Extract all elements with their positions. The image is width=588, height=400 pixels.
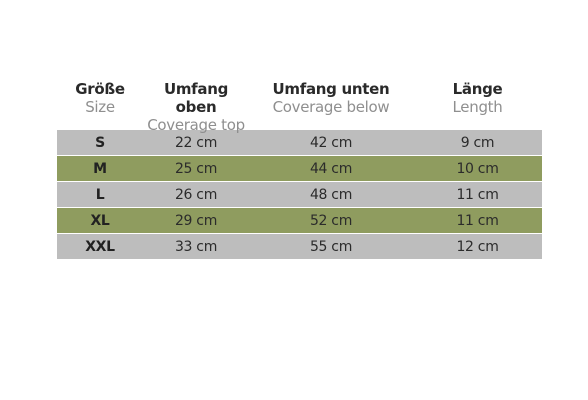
header-size-en: Size	[85, 98, 115, 116]
coverage-below-cell: 42 cm	[309, 134, 353, 151]
size-cell: M	[93, 160, 107, 177]
length-cell: 11 cm	[456, 212, 499, 229]
header-size-de: Größe	[75, 80, 125, 98]
coverage-below-cell: 44 cm	[309, 160, 353, 177]
table-row: M 25 cm 44 cm 10 cm	[57, 156, 542, 182]
length-cell: 9 cm	[460, 134, 495, 151]
table-row: XXL 33 cm 55 cm 12 cm	[57, 234, 542, 260]
coverage-top-cell: 33 cm	[174, 238, 218, 255]
size-cell: XL	[90, 212, 110, 229]
size-cell: L	[95, 186, 105, 203]
header-length: Länge Length	[413, 74, 542, 130]
header-below-en: Coverage below	[272, 98, 390, 116]
length-cell: 11 cm	[456, 186, 499, 203]
table-header: Größe Size Umfang oben Coverage top Umfa…	[57, 74, 542, 134]
header-length-en: Length	[452, 98, 503, 116]
size-cell: S	[95, 134, 105, 151]
table-body: S 22 cm 42 cm 9 cm M 25 cm 44 cm 10 cm L…	[57, 130, 542, 260]
header-coverage-below: Umfang unten Coverage below	[249, 74, 413, 130]
coverage-below-cell: 48 cm	[309, 186, 353, 203]
header-top-en: Coverage top	[147, 116, 245, 134]
length-cell: 10 cm	[456, 160, 499, 177]
length-cell: 12 cm	[456, 238, 499, 255]
header-size: Größe Size	[57, 74, 143, 130]
table-row: L 26 cm 48 cm 11 cm	[57, 182, 542, 208]
coverage-top-cell: 26 cm	[174, 186, 218, 203]
coverage-below-cell: 52 cm	[309, 212, 353, 229]
table-row: XL 29 cm 52 cm 11 cm	[57, 208, 542, 234]
header-below-de: Umfang unten	[272, 80, 390, 98]
header-coverage-top: Umfang oben Coverage top	[143, 74, 249, 134]
header-length-de: Länge	[452, 80, 503, 98]
coverage-top-cell: 29 cm	[174, 212, 218, 229]
header-top-de: Umfang oben	[163, 80, 229, 116]
size-cell: XXL	[85, 238, 115, 255]
coverage-top-cell: 25 cm	[174, 160, 218, 177]
coverage-top-cell: 22 cm	[174, 134, 218, 151]
table-row: S 22 cm 42 cm 9 cm	[57, 130, 542, 156]
coverage-below-cell: 55 cm	[309, 238, 353, 255]
size-chart-table: Größe Size Umfang oben Coverage top Umfa…	[57, 74, 542, 260]
